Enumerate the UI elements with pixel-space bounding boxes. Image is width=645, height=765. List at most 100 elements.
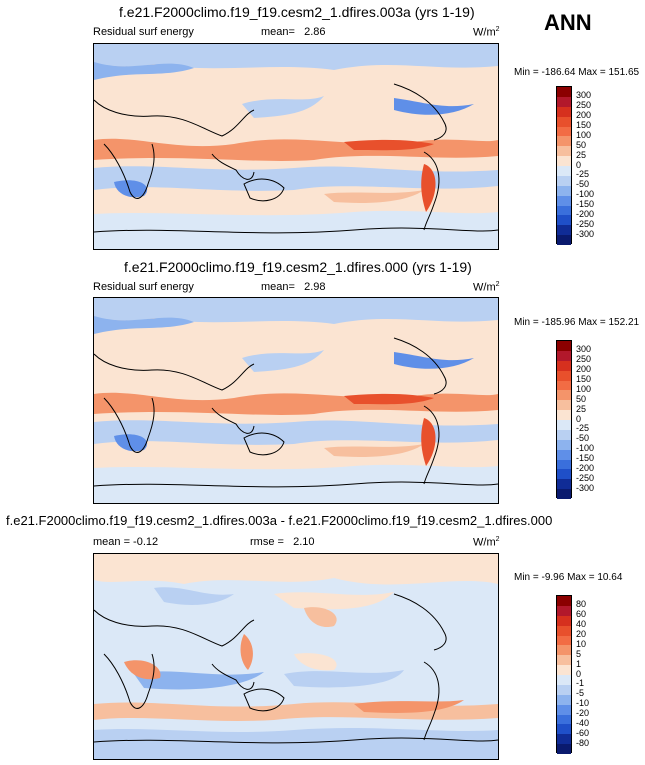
panel-3-rmse-value: 2.10 (293, 536, 315, 548)
colorbar-swatch (557, 605, 571, 616)
colorbar-swatch (557, 380, 571, 391)
colorbar-swatch (557, 694, 571, 705)
colorbar-swatch (557, 744, 571, 754)
colorbar-swatch (557, 635, 571, 646)
colorbar-tick-label: -250 (576, 218, 595, 229)
colorbar-swatch (557, 166, 571, 176)
colorbar-swatch (557, 459, 571, 470)
colorbar-tick-label: 10 (576, 638, 587, 649)
panel-3-mean: mean = -0.12 (93, 536, 159, 548)
colorbar-tick-label: 100 (576, 129, 592, 140)
colorbar-tick-label: -10 (576, 698, 590, 709)
panel-2-mean-value: 2.98 (304, 281, 326, 293)
colorbar-swatch (557, 350, 571, 361)
panel-3-minmax: Min = -9.96 Max = 10.64 (514, 572, 623, 583)
panel-3-colorbar-swatches (556, 595, 572, 754)
colorbar-tick-label: 20 (576, 629, 587, 639)
colorbar-tick-label: 40 (576, 619, 587, 630)
panel-1-map (93, 43, 499, 250)
colorbar-tick-label: -20 (576, 708, 590, 718)
colorbar-swatch (557, 479, 571, 490)
colorbar-tick-label: 200 (576, 110, 592, 121)
panel-2-mean: mean= 2.98 (261, 281, 326, 293)
colorbar-swatch (557, 439, 571, 450)
panel-3-map (93, 553, 499, 760)
colorbar-swatch (557, 215, 571, 226)
colorbar-swatch (557, 734, 571, 745)
panel-1-minmax: Min = -186.64 Max = 151.65 (514, 67, 640, 78)
panel-3-units: W/m2 (473, 536, 500, 549)
colorbar-tick-label: 60 (576, 609, 587, 620)
colorbar-tick-label: 150 (576, 374, 592, 384)
colorbar-swatch (557, 400, 571, 411)
colorbar-tick-label: 50 (576, 393, 587, 404)
panel-2-mean-label: mean= (261, 281, 295, 293)
panel-1-map-svg (94, 44, 498, 249)
colorbar-tick-label: 100 (576, 383, 592, 394)
colorbar-tick-label: -40 (576, 717, 590, 728)
panel-3-rmse-label: rmse = (250, 536, 284, 548)
colorbar-tick-label: -100 (576, 189, 595, 200)
panel-3-colorbar: 80 60 40 20 10 5 1 0 -1 -5 -10 -20 -40 -60 -80 (556, 595, 616, 755)
colorbar-tick-label: -5 (576, 688, 585, 699)
colorbar-tick-label: 80 (576, 599, 587, 610)
panel-2-minmax: Min = -185.96 Max = 152.21 (514, 317, 640, 328)
colorbar-swatch (557, 684, 571, 695)
season-label: ANN (544, 10, 592, 35)
colorbar-tick-label: -250 (576, 472, 595, 483)
panel-2-colorbar-swatches (556, 340, 572, 499)
colorbar-swatch (557, 175, 571, 186)
colorbar-tick-label: 0 (576, 159, 582, 170)
panel-2-field-label: Residual surf energy (93, 281, 194, 293)
colorbar-swatch (557, 195, 571, 206)
colorbar-tick-label: -150 (576, 453, 595, 463)
colorbar-tick-label: -80 (576, 737, 590, 748)
colorbar-swatch (557, 625, 571, 636)
panel-1-colorbar: 300 250 200 150 100 50 25 0 -25 -50 -100 -150 -200 -2… (556, 86, 616, 246)
colorbar-tick-label: 200 (576, 364, 592, 375)
colorbar-tick-label: 150 (576, 120, 592, 130)
colorbar-tick-label: -300 (576, 228, 595, 239)
colorbar-tick-label: 50 (576, 139, 587, 150)
colorbar-swatch (557, 449, 571, 460)
colorbar-tick-label: 25 (576, 403, 587, 414)
colorbar-tick-label: -60 (576, 727, 590, 738)
colorbar-tick-label: -25 (576, 423, 590, 434)
colorbar-swatch (557, 410, 571, 420)
colorbar-tick-label: -200 (576, 208, 595, 219)
panel-3-rmse: rmse = 2.10 (250, 536, 315, 548)
panel-1-field-label: Residual surf energy (93, 26, 194, 38)
colorbar-swatch (557, 489, 571, 499)
colorbar-swatch (557, 106, 571, 117)
colorbar-tick-label: -100 (576, 443, 595, 454)
colorbar-tick-label: 300 (576, 90, 592, 101)
colorbar-swatch (557, 87, 571, 97)
colorbar-swatch (557, 724, 571, 735)
colorbar-swatch (557, 645, 571, 656)
colorbar-swatch (557, 420, 571, 430)
colorbar-tick-label: -1 (576, 678, 585, 689)
colorbar-swatch (557, 116, 571, 127)
colorbar-swatch (557, 156, 571, 166)
colorbar-swatch (557, 225, 571, 236)
panel-1-title: f.e21.F2000climo.f19_f19.cesm2_1.dfires.… (119, 4, 475, 20)
colorbar-swatch (557, 675, 571, 685)
colorbar-tick-label: -300 (576, 482, 595, 493)
colorbar-swatch (557, 235, 571, 245)
panel-2-units: W/m2 (473, 281, 500, 294)
colorbar-swatch (557, 615, 571, 626)
colorbar-swatch (557, 704, 571, 715)
colorbar-tick-label: -50 (576, 433, 590, 444)
panel-2-colorbar: 300 250 200 150 100 50 25 0 -25 -50 -100 -150 -200 -2… (556, 340, 616, 500)
colorbar-tick-label: -50 (576, 179, 590, 190)
colorbar-swatch (557, 370, 571, 381)
colorbar-swatch (557, 205, 571, 216)
panel-1-mean: mean= 2.86 (261, 26, 326, 38)
colorbar-tick-label: 300 (576, 344, 592, 355)
colorbar-swatch (557, 665, 571, 675)
colorbar-tick-label: 0 (576, 668, 582, 679)
colorbar-tick-label: 250 (576, 100, 592, 111)
colorbar-swatch (557, 390, 571, 401)
colorbar-swatch (557, 185, 571, 196)
panel-2-map-svg (94, 298, 498, 503)
